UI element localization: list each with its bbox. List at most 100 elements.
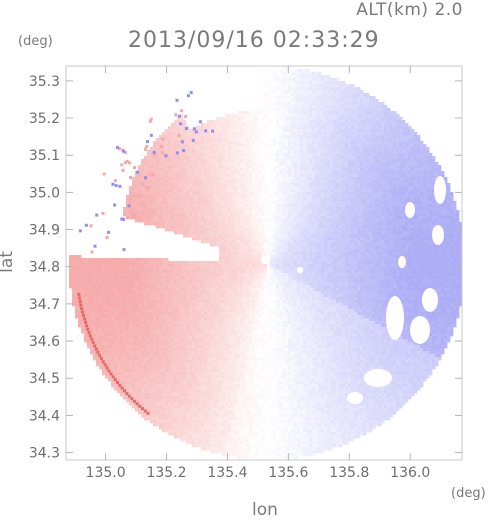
velocity-cell	[141, 189, 145, 193]
velocity-cell	[393, 138, 397, 142]
velocity-cell	[312, 249, 316, 253]
velocity-cell	[312, 165, 316, 169]
velocity-cell	[234, 225, 238, 229]
velocity-cell	[174, 153, 178, 157]
velocity-cell	[327, 78, 331, 82]
velocity-cell	[282, 102, 286, 106]
velocity-cell	[213, 225, 217, 229]
velocity-cell	[258, 135, 262, 139]
velocity-cell	[147, 195, 151, 199]
velocity-cell	[219, 123, 223, 127]
velocity-cell	[375, 207, 379, 211]
velocity-cell	[441, 207, 445, 211]
velocity-cell	[186, 141, 190, 145]
velocity-cell	[135, 177, 139, 181]
velocity-cell	[159, 156, 163, 160]
velocity-cell	[381, 186, 385, 190]
velocity-cell	[273, 231, 277, 235]
velocity-cell	[168, 138, 172, 142]
velocity-cell	[180, 156, 184, 160]
velocity-cell	[267, 87, 271, 91]
velocity-cell	[399, 240, 403, 244]
velocity-cell	[327, 132, 331, 136]
velocity-cell	[351, 105, 355, 109]
velocity-cell	[153, 213, 157, 217]
velocity-cell	[264, 84, 268, 88]
velocity-cell	[408, 168, 412, 172]
velocity-cell	[258, 207, 262, 211]
velocity-cell	[303, 84, 307, 88]
velocity-cell	[348, 183, 352, 187]
velocity-cell	[288, 171, 292, 175]
velocity-cell	[378, 120, 382, 124]
velocity-cell	[303, 165, 307, 169]
velocity-cell	[225, 237, 229, 241]
velocity-cell	[396, 156, 400, 160]
velocity-cell	[318, 228, 322, 232]
velocity-cell	[174, 225, 178, 229]
velocity-cell	[204, 141, 208, 145]
velocity-cell	[420, 174, 424, 178]
velocity-cell	[339, 87, 343, 91]
velocity-cell	[264, 231, 268, 235]
velocity-cell	[294, 111, 298, 115]
velocity-cell	[294, 234, 298, 238]
velocity-cell	[306, 90, 310, 94]
velocity-cell	[159, 153, 163, 157]
velocity-cell	[369, 174, 373, 178]
velocity-cell	[399, 171, 403, 175]
velocity-cell	[279, 228, 283, 232]
velocity-cell	[387, 237, 391, 241]
velocity-cell	[162, 210, 166, 214]
velocity-cell	[201, 225, 205, 229]
velocity-cell	[351, 123, 355, 127]
velocity-cell	[324, 249, 328, 253]
velocity-cell	[387, 183, 391, 187]
velocity-cell	[225, 165, 229, 169]
velocity-cell	[243, 210, 247, 214]
velocity-cell	[366, 168, 370, 172]
velocity-cell	[315, 132, 319, 136]
velocity-cell	[399, 186, 403, 190]
velocity-cell	[387, 219, 391, 223]
velocity-cell	[288, 198, 292, 202]
velocity-cell	[159, 204, 163, 208]
velocity-cell	[351, 195, 355, 199]
velocity-cell	[294, 120, 298, 124]
velocity-cell	[177, 120, 181, 124]
velocity-cell	[447, 219, 451, 223]
velocity-cell	[354, 252, 358, 256]
velocity-cell	[294, 75, 298, 79]
velocity-cell	[291, 201, 295, 205]
velocity-cell	[156, 207, 160, 211]
velocity-cell	[285, 237, 289, 241]
velocity-cell	[180, 180, 184, 184]
velocity-cell	[150, 204, 154, 208]
velocity-cell	[261, 222, 265, 226]
velocity-cell	[303, 117, 307, 121]
velocity-cell	[228, 186, 232, 190]
velocity-cell	[249, 204, 253, 208]
velocity-cell	[348, 153, 352, 157]
velocity-cell	[264, 237, 268, 241]
velocity-cell	[324, 219, 328, 223]
velocity-cell	[261, 69, 265, 73]
velocity-cell	[327, 90, 331, 94]
velocity-cell	[186, 138, 190, 142]
velocity-cell	[141, 165, 145, 169]
velocity-cell	[261, 207, 265, 211]
velocity-cell	[255, 141, 259, 145]
velocity-cell	[279, 138, 283, 142]
velocity-cell	[288, 132, 292, 136]
velocity-cell	[282, 174, 286, 178]
velocity-cell	[351, 234, 355, 238]
velocity-cell	[342, 138, 346, 142]
velocity-cell	[222, 171, 226, 175]
velocity-cell	[363, 102, 367, 106]
velocity-cell	[378, 162, 382, 166]
velocity-cell	[255, 222, 259, 226]
velocity-cell	[273, 249, 277, 253]
velocity-cell	[414, 186, 418, 190]
velocity-cell	[375, 252, 379, 256]
velocity-cell	[189, 183, 193, 187]
